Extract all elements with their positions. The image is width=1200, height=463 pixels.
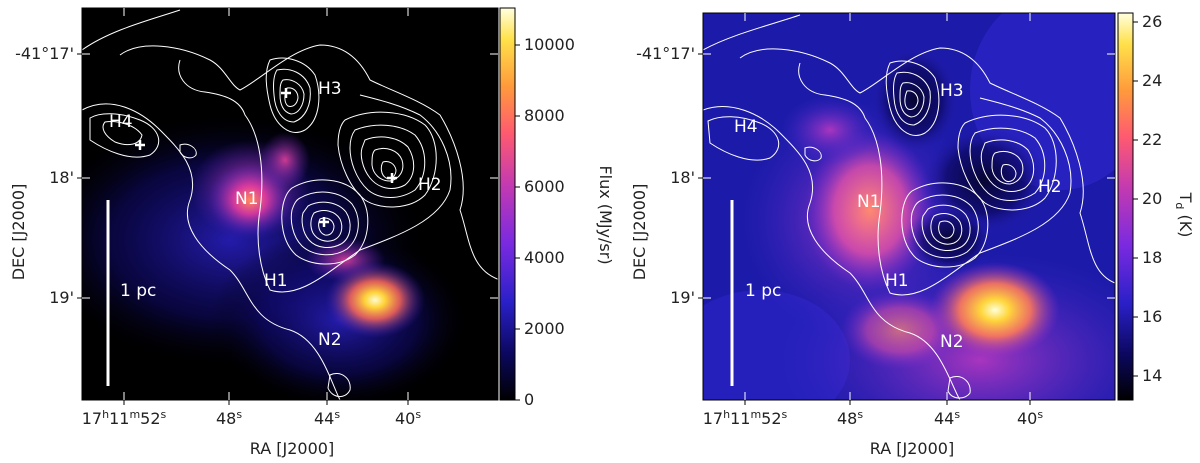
flux-panel: -41°17' 18' 19' 17h11m52s 48s 44s 40s RA… [9,7,615,458]
flux-ra-tick-1: 48s [216,408,242,428]
temperature-ylabel: DEC [J2000] [630,184,649,281]
temperature-dec-tick-0: -41°17' [636,44,695,63]
temperature-outer-ticks [698,53,1031,405]
temperature-ra-tick-1: 48s [837,408,863,428]
temperature-label-n2: N2 [940,332,964,352]
temperature-panel: -41°17' 18' 19' 17h11m52s 48s 44s 40s RA… [630,12,1195,458]
temperature-ra-tick-2: 44s [934,408,960,428]
flux-label-n1: N1 [235,189,259,209]
flux-cbar-tick-5: 10000 [524,35,575,54]
flux-cbar-tick-4: 8000 [524,106,565,125]
temperature-label-h2: H2 [1038,177,1062,197]
flux-label-h4: H4 [109,112,133,132]
temperature-cbar-tick-2: 18 [1142,248,1162,267]
flux-cbar-tick-3: 6000 [524,177,565,196]
flux-ra-tick-3: 40s [395,408,421,428]
flux-ra-tick-2: 44s [314,408,340,428]
flux-dec-tick-2: 19' [49,288,74,307]
temperature-label-h4: H4 [734,117,758,137]
temperature-dec-tick-1: 18' [670,168,695,187]
temperature-label-h1: H1 [885,271,909,291]
flux-outer-ticks [77,53,409,405]
temperature-colorbar: 14 16 18 20 22 24 26 Td (K) [1117,12,1195,401]
temperature-cbar-tick-1: 16 [1142,307,1162,326]
flux-cbar-tick-2: 4000 [524,248,565,267]
flux-label-h1: H1 [264,271,288,291]
temperature-ra-tick-3: 40s [1017,408,1043,428]
temperature-xlabel: RA [J2000] [870,439,954,458]
temperature-colorbar-gradient [1117,12,1134,401]
flux-colorbar-label: Flux (MJy/sr) [596,165,615,264]
temperature-dec-tick-2: 19' [670,288,695,307]
temperature-scale-label: 1 pc [745,281,781,301]
flux-scale-label: 1 pc [120,281,156,301]
temperature-cbar-tick-0: 14 [1142,366,1162,385]
flux-label-h3: H3 [318,79,342,99]
flux-axes-frame [81,7,499,401]
temperature-colorbar-label: Td (K) [1173,192,1195,238]
flux-dec-tick-1: 18' [49,168,74,187]
temperature-cbar-tick-4: 22 [1142,130,1162,149]
temperature-ra-ticks [703,13,1115,400]
flux-map-image [82,8,498,400]
flux-contours [82,9,498,400]
flux-colorbar: 0 2000 4000 6000 8000 10000 Flux (MJy/sr… [499,7,615,409]
temperature-cbar-tick-3: 20 [1142,189,1162,208]
temperature-label-h3: H3 [940,81,964,101]
flux-cbar-tick-0: 0 [524,390,534,409]
temperature-label-n1: N1 [857,192,881,212]
temperature-map-image [703,13,1115,400]
temperature-cbar-tick-6: 26 [1142,12,1162,31]
flux-ylabel: DEC [J2000] [9,184,28,281]
temperature-axes-frame [702,12,1116,401]
temperature-ra-tick-0: 17h11m52s [703,408,788,428]
flux-source-markers [135,88,397,227]
flux-xlabel: RA [J2000] [250,439,334,458]
temperature-contours [703,14,1115,400]
flux-dec-tick-0: -41°17' [15,44,74,63]
temperature-cbar-tick-5: 24 [1142,71,1162,90]
flux-colorbar-gradient [499,7,516,401]
flux-label-n2: N2 [318,330,342,350]
flux-label-h2: H2 [418,175,442,195]
flux-ra-tick-0: 17h11m52s [82,408,167,428]
flux-ra-ticks [82,8,498,400]
flux-cbar-tick-1: 2000 [524,319,565,338]
